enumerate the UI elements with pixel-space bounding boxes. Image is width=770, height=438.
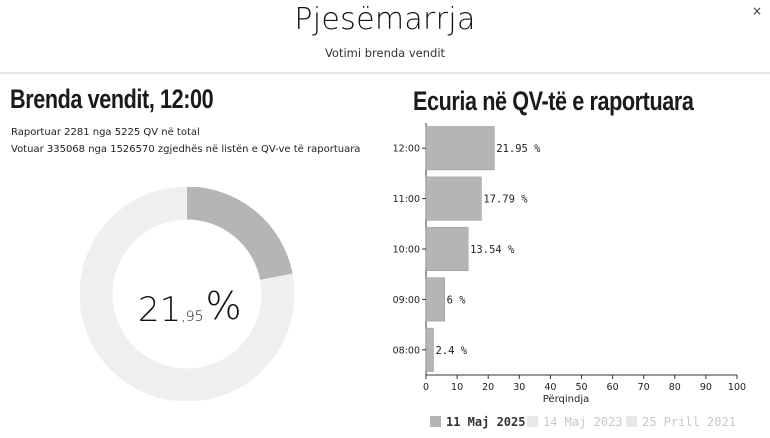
bar-09:00 [425, 277, 445, 322]
x-tick-label: 10 [451, 382, 463, 393]
legend-swatch [626, 416, 637, 427]
x-tick-label: 50 [575, 382, 587, 393]
x-tick-label: 90 [700, 382, 712, 393]
x-tick-label: 70 [638, 382, 650, 393]
y-tick-label: 10:00 [393, 245, 420, 256]
y-tick-label: 12:00 [393, 144, 420, 155]
legend-label: 14 Maj 2023 [543, 415, 623, 429]
y-tick-label: 09:00 [393, 295, 420, 306]
page-title: Pjesëmarrja [294, 2, 476, 37]
legend-label: 11 Maj 2025 [446, 415, 526, 429]
turnout-bar-chart: 12:00 21.95 % 11:00 17.79 % 10:00 13.54 % 09:0… [393, 123, 746, 405]
percent-integer: 21 [138, 290, 182, 330]
modal-header: Pjesëmarrja Votimi brenda vendit [0, 0, 770, 72]
donut-fill [186, 187, 293, 281]
x-tick-label: 20 [482, 382, 494, 393]
x-axis-label: Përqindja [543, 394, 589, 405]
close-icon[interactable]: × [751, 4, 762, 18]
x-tick-label: 60 [607, 382, 619, 393]
legend-swatch [430, 416, 441, 427]
legend-swatch [527, 416, 538, 427]
x-tick-label: 0 [423, 382, 429, 393]
legend-item[interactable]: 25 Prill 2021 [626, 415, 736, 429]
divider [0, 72, 770, 74]
data-label: 21.95 % [496, 143, 541, 155]
turnout-donut [80, 187, 294, 401]
data-label: 17.79 % [483, 194, 528, 206]
bar-08:00 [425, 327, 434, 372]
voted-text: Votuar 335068 nga 1526570 zgjedhës në li… [11, 144, 361, 155]
page-subtitle: Votimi brenda vendit [324, 46, 446, 60]
x-tick-label: 80 [669, 382, 681, 393]
bar-10:00 [425, 227, 469, 271]
data-label: 6 % [447, 294, 467, 306]
reported-stations-text: Raportuar 2281 nga 5225 QV në total [11, 127, 200, 138]
bar-12:00 [425, 126, 495, 171]
y-tick-label: 08:00 [393, 345, 420, 356]
percent-sign: % [205, 284, 242, 328]
progress-heading: Ecuria në QV-të e raportuara [413, 86, 694, 116]
percent-decimal: ,95 [181, 309, 204, 325]
domestic-heading: Brenda vendit, 12:00 [10, 84, 214, 114]
legend-item[interactable]: 14 Maj 2023 [527, 415, 622, 429]
bar-11:00 [425, 176, 482, 221]
data-label: 13.54 % [470, 244, 515, 256]
y-tick-label: 11:00 [393, 194, 420, 205]
x-tick-label: 30 [513, 382, 525, 393]
turnout-percentage: 21,95% [138, 284, 242, 330]
x-tick-label: 40 [544, 382, 556, 393]
x-tick-label: 100 [728, 382, 746, 393]
legend-label: 25 Prill 2021 [642, 415, 736, 429]
data-label: 2.4 % [435, 345, 467, 357]
legend-item[interactable]: 11 Maj 2025 [430, 415, 525, 429]
